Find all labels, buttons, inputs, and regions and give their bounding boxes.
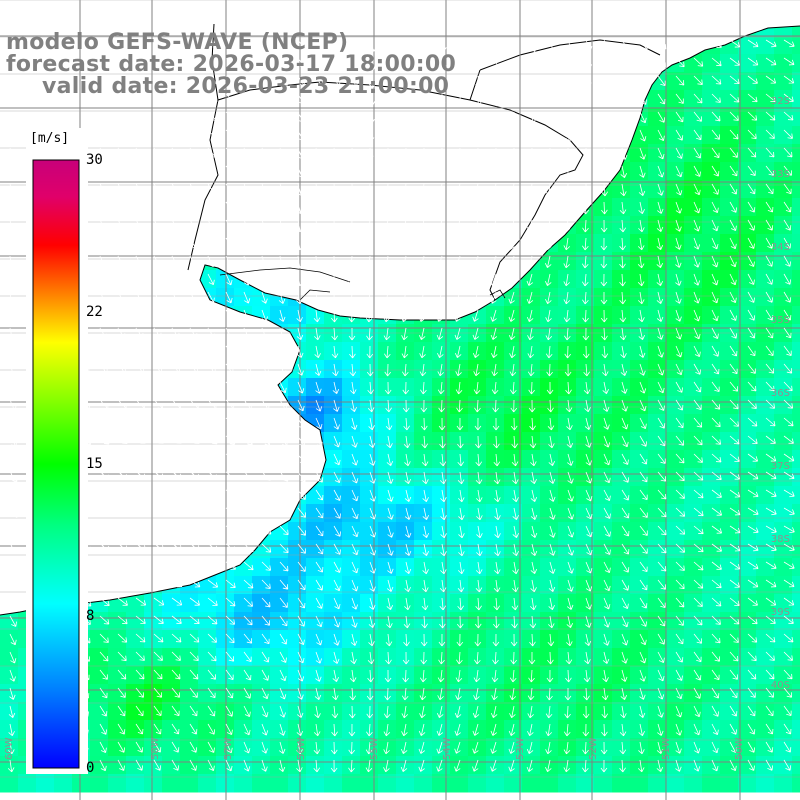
lon-label: 51W — [661, 737, 672, 760]
colorbar-tick-22: 22 — [86, 304, 103, 320]
lat-label: 32S — [771, 96, 790, 107]
title-forecast-date: forecast date: 2026-03-17 18:00:00 — [6, 52, 457, 77]
lon-label: 52W — [588, 737, 599, 760]
lat-label: 40S — [771, 680, 790, 691]
colorbar-tick-8: 8 — [86, 608, 95, 624]
lat-label: 35S — [771, 315, 790, 326]
title-valid-date: valid date: 2026-03-23 21:00:00 — [42, 74, 450, 99]
latitude-labels: 32S 33S 34S 35S 36S 37S 38S 39S 40S — [771, 96, 790, 691]
colorbar-tick-30: 30 — [86, 152, 103, 168]
colorbar-unit: [m/s] — [30, 131, 70, 146]
lon-label: 57W — [223, 737, 234, 760]
lon-label: 54W — [442, 737, 453, 760]
colorbar-tick-0: 0 — [86, 760, 95, 776]
land-mask — [0, 0, 800, 616]
river-estuary — [219, 267, 506, 301]
lon-label: 50W — [734, 737, 745, 760]
lat-label: 36S — [771, 388, 790, 399]
lat-label: 34S — [771, 242, 790, 253]
lat-label: 38S — [771, 534, 790, 545]
colorbar — [26, 128, 88, 774]
colorbar-ramp — [32, 159, 80, 769]
colorbar-tick-15: 15 — [86, 456, 103, 472]
lon-label: 53W — [515, 737, 526, 760]
lon-label: 58W — [150, 737, 161, 760]
lon-label: 55W — [369, 737, 380, 760]
lat-label: 37S — [771, 461, 790, 472]
lon-label: 60W — [4, 737, 15, 760]
coastline — [0, 25, 800, 616]
lon-label: 56W — [296, 737, 307, 760]
lat-label: 39S — [771, 607, 790, 618]
lat-label: 33S — [771, 169, 790, 180]
title-model: modelo GEFS-WAVE (NCEP) — [6, 30, 349, 55]
land-area — [0, 0, 800, 615]
